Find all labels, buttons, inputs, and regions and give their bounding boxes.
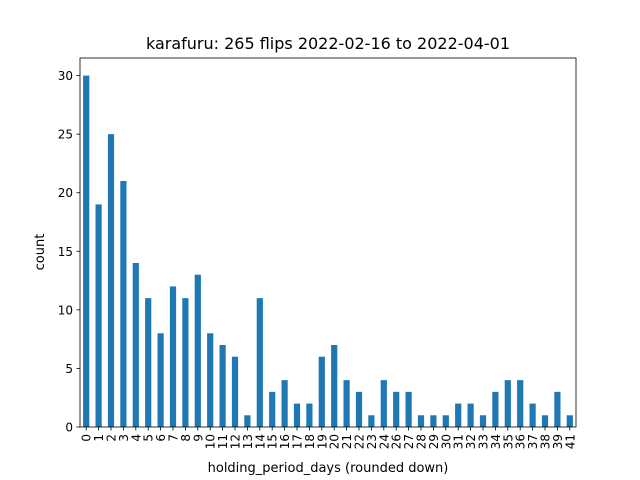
x-tick-label: 3 xyxy=(117,434,131,442)
bar-1 xyxy=(95,204,102,427)
x-tick-label: 0 xyxy=(80,434,94,442)
x-tick-label: 15 xyxy=(266,434,280,449)
bar-22 xyxy=(355,391,363,427)
bar-2 xyxy=(107,134,115,427)
bar-30 xyxy=(442,415,449,427)
bar-37 xyxy=(529,403,536,427)
y-tick-label: 25 xyxy=(58,128,73,142)
x-tick-label: 7 xyxy=(167,434,181,442)
bar-36 xyxy=(517,380,524,427)
y-tick-label: 5 xyxy=(65,362,73,376)
bar-27 xyxy=(405,391,412,427)
bar-32 xyxy=(467,403,474,427)
x-tick-label: 27 xyxy=(402,434,416,449)
x-tick-label: 30 xyxy=(439,434,453,449)
bar-8 xyxy=(182,298,189,427)
x-tick-label: 33 xyxy=(477,434,491,449)
x-tick-label: 16 xyxy=(278,434,292,449)
x-tick-label: 18 xyxy=(303,434,317,449)
x-tick-label: 17 xyxy=(291,434,305,449)
x-tick-label: 22 xyxy=(353,434,367,449)
x-tick-label: 21 xyxy=(340,434,354,449)
bar-39 xyxy=(554,391,561,427)
bar-26 xyxy=(393,391,400,427)
x-tick-label: 24 xyxy=(377,434,391,449)
plot-area: 0510152025300123456789101112131415161718… xyxy=(58,57,577,449)
x-tick-label: 6 xyxy=(154,434,168,442)
bar-34 xyxy=(492,391,499,427)
bar-24 xyxy=(380,380,387,427)
x-tick-label: 32 xyxy=(464,434,478,449)
y-axis-label: count xyxy=(33,234,48,271)
x-tick-label: 23 xyxy=(365,434,379,449)
x-tick-label: 9 xyxy=(191,434,205,442)
bar-20 xyxy=(331,345,338,427)
bar-6 xyxy=(157,333,164,427)
x-tick-label: 28 xyxy=(415,434,429,449)
bar-14 xyxy=(256,298,263,427)
x-tick-label: 34 xyxy=(489,434,503,449)
bar-12 xyxy=(231,356,239,427)
bar-11 xyxy=(219,345,226,427)
axes-frame xyxy=(79,57,577,428)
x-tick-label: 31 xyxy=(452,434,466,449)
bar-18 xyxy=(306,403,313,427)
bar-5 xyxy=(145,298,152,427)
x-tick-label: 35 xyxy=(501,434,515,449)
x-tick-label: 13 xyxy=(241,434,255,449)
x-tick-label: 20 xyxy=(328,434,342,449)
bar-7 xyxy=(169,286,177,427)
bar-10 xyxy=(207,333,214,427)
x-tick-label: 36 xyxy=(514,434,528,449)
bar-23 xyxy=(368,415,375,427)
bar-4 xyxy=(132,263,139,427)
bar-15 xyxy=(269,391,276,427)
bar-9 xyxy=(194,274,201,427)
x-tick-label: 37 xyxy=(526,434,540,449)
bar-0 xyxy=(83,75,90,427)
x-tick-label: 12 xyxy=(229,434,243,449)
x-tick-label: 19 xyxy=(315,434,329,449)
y-tick-label: 0 xyxy=(65,421,73,435)
x-tick-label: 41 xyxy=(563,434,577,449)
bar-29 xyxy=(430,415,437,427)
bar-33 xyxy=(479,415,487,427)
bar-17 xyxy=(293,403,301,427)
x-tick-label: 14 xyxy=(253,434,267,449)
x-tick-label: 5 xyxy=(142,434,156,442)
bar-3 xyxy=(120,181,127,427)
y-tick-label: 30 xyxy=(58,69,73,83)
bar-28 xyxy=(417,415,425,427)
x-tick-label: 2 xyxy=(105,434,119,442)
bar-38 xyxy=(541,415,549,427)
bar-21 xyxy=(343,380,350,427)
y-tick-label: 10 xyxy=(58,303,73,317)
x-tick-label: 8 xyxy=(179,434,193,442)
x-tick-label: 10 xyxy=(204,434,218,449)
x-tick-label: 4 xyxy=(129,434,143,442)
y-tick-label: 15 xyxy=(58,245,73,259)
x-tick-label: 1 xyxy=(92,434,106,442)
x-tick-label: 26 xyxy=(390,434,404,449)
y-tick-label: 20 xyxy=(58,186,73,200)
x-tick-label: 11 xyxy=(216,434,230,449)
bar-13 xyxy=(244,415,251,427)
x-tick-label: 29 xyxy=(427,434,441,449)
x-tick-label: 39 xyxy=(551,434,565,449)
bar-31 xyxy=(455,403,462,427)
bar-41 xyxy=(566,415,573,427)
bar-35 xyxy=(504,380,511,427)
x-axis-label: holding_period_days (rounded down) xyxy=(208,461,449,476)
bar-19 xyxy=(318,356,325,427)
bar-16 xyxy=(281,380,288,427)
chart-title: karafuru: 265 flips 2022-02-16 to 2022-0… xyxy=(146,34,510,53)
x-tick-label: 38 xyxy=(539,434,553,449)
